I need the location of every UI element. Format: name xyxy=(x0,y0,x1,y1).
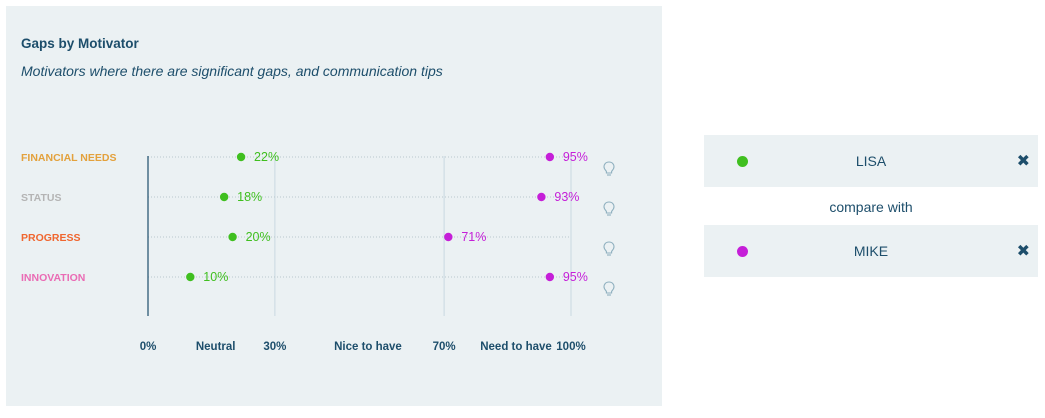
data-point-mike xyxy=(545,152,555,162)
data-label-mike: 93% xyxy=(554,190,579,204)
x-tick-label: 30% xyxy=(263,341,286,353)
lightbulb-icon[interactable] xyxy=(603,241,615,256)
data-point-mike xyxy=(444,232,453,242)
data-label-mike: 95% xyxy=(563,270,588,284)
data-point-lisa xyxy=(186,272,195,282)
close-icon[interactable]: ✖ xyxy=(1016,241,1030,260)
dot-plot: FINANCIAL NEEDS STATUS PROGRESS INNOVATION 2… xyxy=(21,150,615,353)
chart-panel: Gaps by Motivator Motivators where there… xyxy=(6,6,662,406)
x-zone-label: Need to have xyxy=(480,341,552,353)
data-label-lisa: 22% xyxy=(254,150,279,164)
lisa-legend-dot xyxy=(737,156,748,167)
mike-legend-dot xyxy=(737,246,748,257)
lightbulb-icon[interactable] xyxy=(603,161,615,176)
compare-with-label: compare with xyxy=(829,199,913,215)
category-label: STATUS xyxy=(21,192,61,204)
data-point-lisa xyxy=(228,232,237,242)
x-tick-label: 0% xyxy=(140,341,157,353)
x-tick-label: 70% xyxy=(433,341,456,353)
person-row-lisa: LISA ✖ xyxy=(704,135,1038,187)
mike-name: MIKE xyxy=(853,243,889,259)
x-tick-label: 100% xyxy=(556,341,585,353)
category-label: INNOVATION xyxy=(21,272,85,284)
data-label-lisa: 10% xyxy=(203,270,228,284)
data-label-lisa: 18% xyxy=(237,190,262,204)
category-label: PROGRESS xyxy=(21,232,81,244)
category-label: FINANCIAL NEEDS xyxy=(21,152,116,164)
lightbulb-icon[interactable] xyxy=(603,281,615,296)
data-point-lisa xyxy=(236,152,246,162)
data-label-lisa: 20% xyxy=(246,230,271,244)
x-zone-label: Neutral xyxy=(196,341,236,353)
x-zone-label: Nice to have xyxy=(334,341,402,353)
person-row-mike: MIKE ✖ xyxy=(704,225,1038,277)
close-icon[interactable]: ✖ xyxy=(1016,151,1030,170)
chart-subtitle: Motivators where there are significant g… xyxy=(21,63,443,79)
data-point-mike xyxy=(545,272,555,282)
data-point-lisa xyxy=(219,192,229,202)
lisa-name: LISA xyxy=(855,153,887,169)
data-label-mike: 95% xyxy=(563,150,588,164)
data-point-mike xyxy=(537,192,546,202)
lightbulb-icon[interactable] xyxy=(603,201,615,216)
chart-title: Gaps by Motivator xyxy=(21,36,139,51)
data-label-mike: 71% xyxy=(461,230,486,244)
